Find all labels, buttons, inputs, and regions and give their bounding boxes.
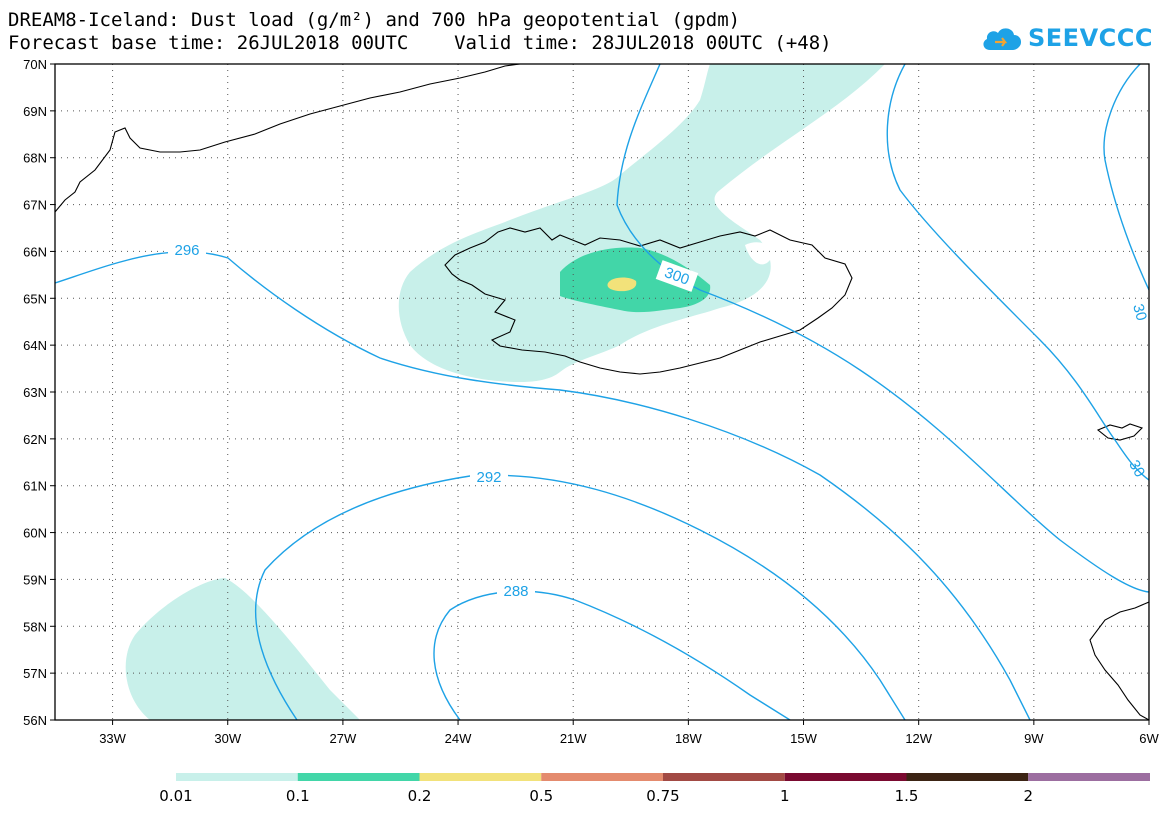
lat-tick-label: 66N bbox=[23, 244, 47, 259]
dust-area-0.01-main bbox=[398, 64, 885, 382]
legend-label: 2 bbox=[1023, 787, 1034, 805]
graticule bbox=[55, 64, 1149, 720]
lon-tick-label: 6W bbox=[1139, 731, 1159, 746]
lon-tick-label: 9W bbox=[1024, 731, 1044, 746]
contour-300 bbox=[616, 64, 1149, 593]
lat-tick-label: 60N bbox=[23, 526, 47, 541]
lat-tick-label: 70N bbox=[23, 57, 47, 72]
scotland-coast bbox=[1089, 601, 1149, 720]
legend-label: 0.1 bbox=[285, 787, 310, 805]
legend-label: 0.5 bbox=[529, 787, 554, 805]
lat-tick-label: 67N bbox=[23, 198, 47, 213]
greenland-coast bbox=[55, 64, 521, 213]
legend-swatch bbox=[663, 773, 785, 781]
lon-tick-label: 27W bbox=[330, 731, 357, 746]
contour-label-304b: 30 bbox=[1125, 457, 1148, 480]
lat-tick-label: 65N bbox=[23, 291, 47, 306]
lat-tick-label: 68N bbox=[23, 151, 47, 166]
contour-label-292: 292 bbox=[476, 469, 501, 486]
legend-swatch bbox=[176, 773, 298, 781]
lon-tick-label: 15W bbox=[790, 731, 817, 746]
seevccc-logo: SEEVCCC bbox=[980, 18, 1153, 58]
coastlines bbox=[55, 64, 1149, 720]
dust-area-0.1 bbox=[560, 247, 711, 313]
dust-area-0.2 bbox=[607, 277, 637, 292]
lat-tick-label: 57N bbox=[23, 666, 47, 681]
lon-tick-label: 24W bbox=[445, 731, 472, 746]
legend-swatch bbox=[297, 773, 420, 781]
lon-tick-label: 12W bbox=[905, 731, 932, 746]
contour-288 bbox=[433, 590, 791, 720]
lon-tick-label: 18W bbox=[675, 731, 702, 746]
legend-swatch bbox=[419, 773, 542, 781]
contour-label-288: 288 bbox=[503, 583, 528, 600]
contour-304 bbox=[886, 64, 1149, 481]
contour-292 bbox=[254, 474, 906, 720]
lon-tick-label: 33W bbox=[99, 731, 126, 746]
lat-tick-label: 69N bbox=[23, 104, 47, 119]
contour-296 bbox=[55, 251, 1031, 720]
contour-label-296: 296 bbox=[174, 242, 199, 259]
legend-label: 1 bbox=[779, 787, 790, 805]
legend-swatch bbox=[1028, 773, 1150, 781]
map-title: DREAM8-Iceland: Dust load (g/m²) and 700… bbox=[8, 9, 741, 31]
lon-tick-label: 21W bbox=[560, 731, 587, 746]
faroe-coast bbox=[1096, 423, 1144, 441]
lat-tick-label: 61N bbox=[23, 479, 47, 494]
lat-tick-label: 58N bbox=[23, 619, 47, 634]
lat-tick-label: 62N bbox=[23, 432, 47, 447]
iceland-coast bbox=[444, 227, 853, 375]
lon-tick-label: 30W bbox=[214, 731, 241, 746]
legend-swatch bbox=[541, 773, 663, 781]
logo-text: SEEVCCC bbox=[1028, 24, 1153, 52]
legend-label: 0.75 bbox=[646, 787, 680, 805]
lat-tick-label: 56N bbox=[23, 713, 47, 728]
cloud-icon bbox=[983, 28, 1022, 50]
lat-tick-label: 64N bbox=[23, 338, 47, 353]
legend-label: 0.01 bbox=[159, 787, 193, 805]
legend-swatch bbox=[784, 773, 907, 781]
legend-colorbar bbox=[176, 773, 1150, 781]
lat-tick-label: 59N bbox=[23, 572, 47, 587]
latitude-labels: 56N 57N 58N 59N 60N 61N 62N 63N 64N 65N 66N 67N 68N 6… bbox=[23, 57, 55, 728]
legend-label: 0.2 bbox=[407, 787, 432, 805]
contour-308 bbox=[1103, 64, 1149, 291]
dust-area-0.01-southwest bbox=[125, 578, 360, 720]
legend-label: 1.5 bbox=[894, 787, 919, 805]
contour-label-304: 30 bbox=[1129, 302, 1150, 323]
map-subtitle: Forecast base time: 26JUL2018 00UTC Vali… bbox=[8, 32, 832, 54]
legend-swatch bbox=[906, 773, 1029, 781]
longitude-labels: 33W 30W 27W 24W 21W 18W 15W 12W 9W 6W bbox=[99, 720, 1159, 746]
lat-tick-label: 63N bbox=[23, 385, 47, 400]
